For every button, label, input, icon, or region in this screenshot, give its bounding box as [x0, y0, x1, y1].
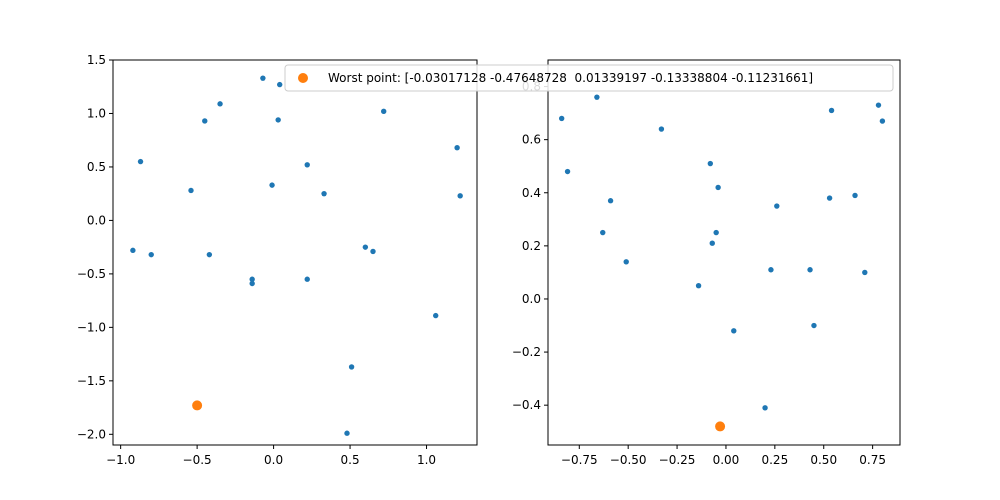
plot-frame: [112, 59, 478, 446]
data-point: [202, 118, 208, 124]
y-tick-label: −0.5: [77, 267, 106, 281]
legend-label: Worst point: [-0.03017128 -0.47648728 0.…: [328, 71, 813, 85]
data-point: [658, 126, 665, 132]
data-point: [811, 322, 817, 329]
data-point: [321, 190, 327, 197]
legend-worst-point-marker: [298, 73, 308, 83]
legend-box: [284, 64, 894, 92]
data-point: [277, 81, 283, 88]
data-point: [564, 168, 571, 175]
data-point: [344, 430, 350, 436]
data-point: [594, 94, 600, 100]
data-point: [707, 160, 714, 167]
data-point: [715, 184, 721, 191]
plot-frame: [547, 59, 901, 446]
y-tick-label: 0.4: [522, 186, 541, 200]
legend: Worst point: [-0.03017128 -0.47648728 0.…: [284, 64, 894, 92]
data-point: [695, 282, 702, 289]
worst-point-marker: [192, 400, 203, 411]
data-point: [217, 101, 223, 107]
data-point: [188, 187, 194, 194]
x-tick-label: 0.75: [859, 453, 886, 467]
x-tick-label: −0.25: [659, 453, 696, 467]
data-point: [600, 229, 606, 236]
x-tick-label: −1.0: [106, 453, 135, 467]
data-point: [433, 312, 439, 319]
data-point: [370, 248, 376, 255]
data-point: [731, 328, 737, 334]
x-tick-label: −0.75: [561, 453, 598, 467]
data-point: [304, 276, 310, 282]
data-point: [762, 405, 768, 411]
y-tick-label: 0.0: [522, 292, 541, 306]
data-point: [709, 240, 715, 246]
data-point: [454, 144, 460, 151]
data-point: [828, 107, 835, 114]
data-point: [137, 158, 144, 165]
x-tick-label: −0.50: [610, 453, 647, 467]
data-point: [269, 182, 275, 188]
y-tick-label: 0.6: [522, 133, 541, 147]
data-point: [381, 108, 387, 115]
data-point: [362, 244, 369, 250]
y-tick-label: 1.5: [87, 53, 106, 67]
y-tick-label: −0.2: [512, 345, 541, 359]
data-point: [249, 280, 255, 287]
x-tick-label: 0.00: [713, 453, 740, 467]
x-tick-label: 0.0: [264, 453, 283, 467]
data-point: [607, 198, 614, 204]
x-tick-label: 0.50: [810, 453, 837, 467]
data-point: [275, 117, 281, 123]
data-point: [623, 259, 629, 265]
data-point: [206, 251, 213, 258]
y-tick-label: −0.4: [512, 398, 541, 412]
data-point: [148, 251, 154, 258]
y-tick-label: 0.5: [87, 160, 106, 174]
data-point: [807, 267, 813, 273]
y-tick-label: −1.0: [77, 320, 106, 334]
data-point: [768, 267, 774, 273]
data-point: [774, 203, 780, 209]
y-tick-label: 0.0: [87, 213, 106, 227]
y-tick-label: 0.2: [522, 239, 541, 253]
x-tick-label: 0.25: [761, 453, 788, 467]
y-tick-label: −1.5: [77, 374, 106, 388]
data-point: [875, 102, 882, 108]
x-tick-label: −0.5: [183, 453, 212, 467]
x-tick-label: 0.5: [341, 453, 360, 467]
data-point: [862, 269, 868, 276]
data-point: [879, 118, 886, 124]
worst-point-marker: [715, 421, 726, 432]
y-tick-label: 1.0: [87, 106, 106, 120]
left-scatter-panel: −1.0 −0.5 0.0 0.5 1.0 −2.0 −1.5 −1.0 −0.5 0.0 0.5 1…: [77, 53, 478, 467]
data-point: [304, 162, 310, 168]
x-tick-label: 1.0: [417, 453, 436, 467]
data-point: [249, 276, 255, 282]
data-point: [457, 193, 463, 199]
data-point: [558, 115, 565, 122]
y-tick-label: −2.0: [77, 427, 106, 441]
data-point: [826, 195, 833, 201]
data-point: [130, 247, 136, 254]
data-point: [713, 229, 719, 236]
data-point: [852, 192, 858, 199]
data-point: [260, 75, 266, 81]
data-point: [348, 364, 355, 370]
